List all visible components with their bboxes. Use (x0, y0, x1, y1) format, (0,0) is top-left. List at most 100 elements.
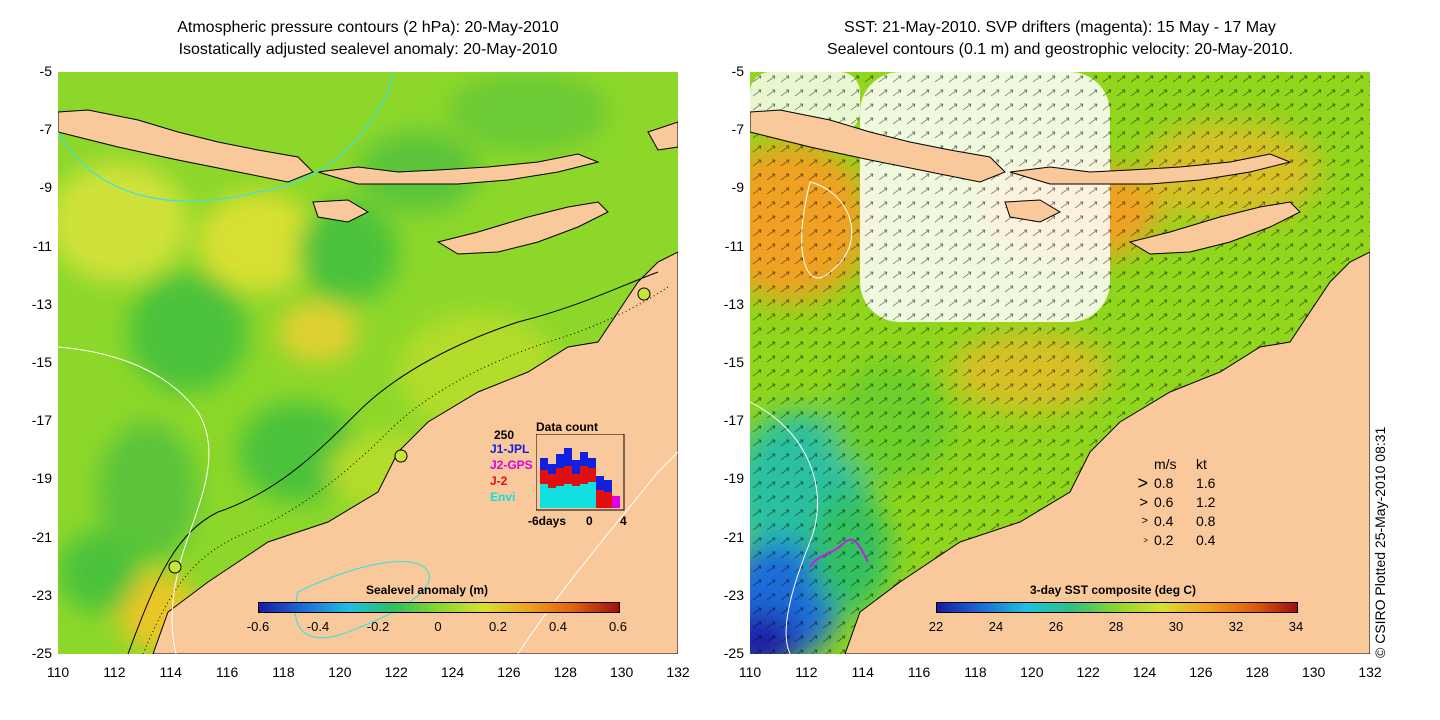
x-tick-label: 126 (497, 664, 521, 680)
timor-island (1128, 201, 1301, 255)
velocity-legend-header: m/s kt (1126, 455, 1215, 474)
x-tick-label: 118 (272, 664, 295, 680)
java-island (750, 109, 1006, 183)
y-tick-label: -7 (39, 121, 52, 138)
inset-mission-envi: Envi (490, 490, 516, 504)
colorbar-tick-label: -0.6 (246, 619, 270, 634)
y-tick-label: -7 (731, 121, 744, 138)
velocity-legend-kt-header: kt (1196, 456, 1207, 472)
y-tick-label: -11 (32, 237, 52, 254)
x-tick-label: 112 (795, 664, 818, 680)
x-tick-label: 124 (440, 664, 465, 680)
y-tick-label: -11 (724, 237, 744, 254)
colorbar-tick-label: 34 (1288, 619, 1304, 634)
pressure-contour (58, 72, 394, 202)
inset-mission-j2gps: J2-GPS (490, 458, 533, 472)
x-tick-label: 122 (1076, 664, 1100, 680)
x-tick-label: 116 (215, 664, 239, 680)
x-tick-label: 110 (46, 664, 70, 680)
arrow-glyph-icon: > (1137, 473, 1148, 493)
left-colorbar-title: Sealevel anomaly (m) (366, 583, 489, 597)
colorbar-tick-label: 28 (1108, 619, 1124, 634)
x-tick-label: 128 (1245, 664, 1269, 680)
y-tick-label: -9 (731, 179, 744, 196)
y-tick-label: -13 (31, 295, 52, 312)
colorbar-tick-label: 0.6 (608, 619, 628, 634)
right-map-panel (750, 72, 1370, 654)
sealevel-contour (801, 181, 853, 279)
y-tick-label: -21 (723, 528, 744, 545)
inset-xlabel-zero: 0 (586, 514, 593, 528)
left-title-line1: Atmospheric pressure contours (2 hPa): 2… (177, 19, 559, 36)
y-tick-label: -23 (723, 586, 744, 603)
colorbar-tick-label: 32 (1228, 619, 1244, 634)
bathymetry-contour (127, 271, 659, 654)
colorbar-tick-label: 0.4 (548, 619, 568, 634)
y-tick-label: -5 (39, 63, 52, 79)
colorbar-tick-label: -0.2 (366, 619, 390, 634)
right-title-line1: SST: 21-May-2010. SVP drifters (magenta)… (844, 19, 1276, 36)
sealevel-contour (750, 401, 818, 654)
sumba-island (312, 199, 370, 223)
data-count-inset: 250 Data count J1-JPL J2-GPS J-2 Envi -6… (490, 420, 640, 530)
x-tick-label: 114 (851, 664, 874, 680)
y-tick-label: -17 (31, 412, 52, 429)
x-tick-label: 122 (384, 664, 408, 680)
y-tick-label: -9 (39, 179, 52, 196)
velocity-legend-row: > 0.4 0.8 (1126, 512, 1216, 531)
y-tick-label: -21 (31, 528, 52, 545)
velocity-legend-kt: 1.2 (1196, 494, 1216, 510)
y-tick-label: -17 (723, 412, 744, 429)
velocity-legend-ms: 0.8 (1154, 475, 1174, 491)
left-colorbar (258, 602, 620, 613)
northern-islands (647, 121, 678, 151)
x-tick-label: 116 (907, 664, 931, 680)
tide-gauge-marker (637, 287, 651, 301)
inset-title: Data count (536, 420, 599, 434)
bathymetry-contour-dotted (142, 286, 669, 654)
y-tick-label: -23 (31, 586, 52, 603)
java-island (58, 109, 314, 183)
white-contour (58, 346, 210, 654)
x-tick-label: 128 (553, 664, 577, 680)
y-tick-label: -25 (31, 645, 52, 661)
tide-gauge-marker (394, 449, 408, 463)
arrow-glyph-icon: > (1143, 536, 1148, 545)
inset-xlabel-end: 4 (620, 514, 627, 528)
drifter-track (809, 538, 869, 568)
velocity-legend-row: > 0.2 0.4 (1126, 531, 1215, 550)
colorbar-tick-label: 30 (1168, 619, 1184, 634)
velocity-legend-kt: 1.6 (1196, 475, 1216, 491)
y-tick-label: -19 (31, 470, 52, 487)
left-map-svg (58, 72, 678, 654)
y-tick-label: -15 (31, 354, 52, 370)
pressure-contour-south (294, 561, 430, 639)
sumba-island (1004, 199, 1062, 223)
x-tick-label: 124 (1132, 664, 1157, 680)
left-map-panel (58, 72, 678, 654)
colorbar-tick-label: 24 (988, 619, 1004, 634)
lesser-sunda-islands (317, 153, 600, 185)
x-tick-label: 114 (159, 664, 182, 680)
x-tick-label: 130 (609, 664, 634, 680)
velocity-legend-kt: 0.8 (1196, 513, 1216, 529)
timor-island (436, 201, 609, 255)
inset-max-label: 250 (494, 428, 515, 442)
velocity-legend: m/s kt > 0.8 1.6 > 0.6 1.2 > 0.4 0.8 > 0… (1126, 455, 1215, 550)
x-tick-label: 120 (1020, 664, 1044, 680)
arrow-glyph-icon: > (1141, 515, 1148, 527)
colorbar-tick-label: -0.4 (306, 619, 330, 634)
right-colorbar (936, 602, 1298, 613)
colorbar-tick-label: 26 (1048, 619, 1064, 634)
inset-xlabel-start: -6days (528, 514, 567, 528)
x-tick-label: 112 (103, 664, 126, 680)
lesser-sunda-islands (1009, 153, 1292, 185)
inset-mission-j2: J-2 (490, 474, 508, 488)
inset-mission-j1: J1-JPL (490, 442, 530, 456)
velocity-legend-row: > 0.6 1.2 (1126, 493, 1215, 512)
left-title-line2: Isostatically adjusted sealevel anomaly:… (178, 41, 558, 58)
right-title-line2: Sealevel contours (0.1 m) and geostrophi… (826, 41, 1293, 58)
x-tick-label: 110 (738, 664, 762, 680)
y-tick-label: -19 (723, 470, 744, 487)
x-tick-label: 120 (328, 664, 352, 680)
